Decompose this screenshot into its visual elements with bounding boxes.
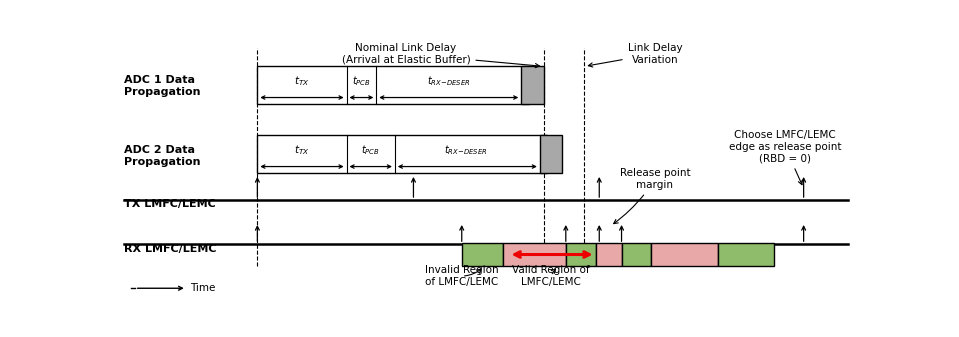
Bar <box>596 243 621 266</box>
Bar <box>257 135 548 173</box>
Text: Time: Time <box>191 283 216 293</box>
Text: Invalid Region
of LMFC/LEMC: Invalid Region of LMFC/LEMC <box>425 265 499 287</box>
Text: Link Delay
Variation: Link Delay Variation <box>589 43 682 67</box>
Bar <box>522 66 544 104</box>
Bar <box>503 243 566 266</box>
Text: $t_{RX\!-\!DESER}$: $t_{RX\!-\!DESER}$ <box>444 143 487 157</box>
Text: ADC 1 Data
Propagation: ADC 1 Data Propagation <box>124 75 200 97</box>
Text: $t_{TX}$: $t_{TX}$ <box>294 143 310 157</box>
Bar <box>651 243 718 266</box>
Text: TX LMFC/LEMC: TX LMFC/LEMC <box>124 199 216 209</box>
Bar <box>257 66 528 104</box>
Bar <box>718 243 774 266</box>
Text: Nominal Link Delay
(Arrival at Elastic Buffer): Nominal Link Delay (Arrival at Elastic B… <box>341 43 540 68</box>
Text: $t_{PCB}$: $t_{PCB}$ <box>361 143 380 157</box>
Bar <box>462 243 503 266</box>
Text: RX LMFC/LEMC: RX LMFC/LEMC <box>124 244 216 254</box>
Text: $t_{TX}$: $t_{TX}$ <box>294 74 310 88</box>
Bar <box>566 243 596 266</box>
Bar <box>540 135 562 173</box>
Text: $t_{RX\!-\!DESER}$: $t_{RX\!-\!DESER}$ <box>427 74 470 88</box>
Text: ADC 2 Data
Propagation: ADC 2 Data Propagation <box>124 145 200 167</box>
Bar <box>621 243 651 266</box>
Text: $t_{PCB}$: $t_{PCB}$ <box>352 74 371 88</box>
Text: Release point
margin: Release point margin <box>614 168 690 224</box>
Text: Choose LMFC/LEMC
edge as release point
(RBD = 0): Choose LMFC/LEMC edge as release point (… <box>729 130 841 185</box>
Text: Valid Region of
LMFC/LEMC: Valid Region of LMFC/LEMC <box>512 265 590 287</box>
